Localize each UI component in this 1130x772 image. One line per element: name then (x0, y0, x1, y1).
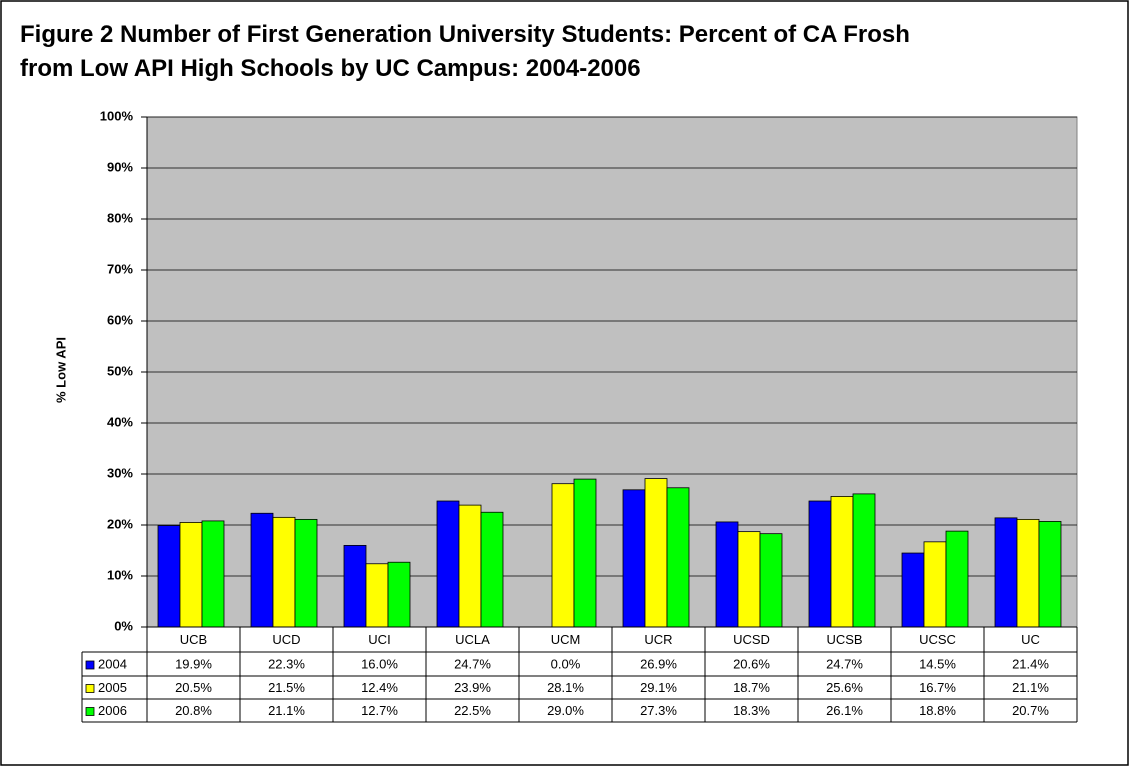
y-tick-label: 30% (107, 465, 133, 480)
data-label: 18.8% (919, 703, 956, 718)
bar (994, 517, 1018, 628)
bar (294, 518, 318, 628)
bar (945, 530, 969, 628)
bar (480, 511, 504, 628)
bar (551, 483, 575, 628)
data-label: 21.1% (268, 703, 305, 718)
data-label: 16.7% (919, 680, 956, 695)
data-label: 24.7% (454, 656, 491, 671)
bar (923, 541, 947, 628)
x-tick-label: UCSB (826, 632, 862, 647)
bar (808, 500, 832, 628)
bar (179, 522, 203, 628)
bar (852, 493, 876, 628)
x-tick-label: UCSC (919, 632, 956, 647)
bar (157, 525, 181, 628)
legend-label: 2005 (98, 680, 127, 695)
data-label: 19.9% (175, 656, 212, 671)
data-label: 21.5% (268, 680, 305, 695)
data-label: 23.9% (454, 680, 491, 695)
bar (387, 561, 411, 628)
x-tick-label: UCB (180, 632, 207, 647)
legend-key (85, 684, 95, 693)
data-label: 20.7% (1012, 703, 1049, 718)
bar (458, 504, 482, 628)
data-label: 22.3% (268, 656, 305, 671)
y-tick-label: 80% (107, 210, 133, 225)
data-label: 12.4% (361, 680, 398, 695)
x-tick-label: UCM (551, 632, 581, 647)
y-tick-label: 20% (107, 516, 133, 531)
y-tick-label: 60% (107, 312, 133, 327)
data-label: 18.7% (733, 680, 770, 695)
data-label: 29.0% (547, 703, 584, 718)
data-label: 27.3% (640, 703, 677, 718)
bar (1016, 518, 1040, 628)
y-axis-label: % Low API (53, 337, 68, 403)
bar (250, 512, 274, 628)
data-label: 20.6% (733, 656, 770, 671)
data-label: 26.1% (826, 703, 863, 718)
bar (343, 545, 367, 628)
data-label: 0.0% (551, 656, 581, 671)
y-tick-label: 70% (107, 261, 133, 276)
data-label: 22.5% (454, 703, 491, 718)
legend-key (85, 707, 95, 716)
bar (715, 521, 739, 628)
bar (436, 500, 460, 628)
data-label: 28.1% (547, 680, 584, 695)
y-tick-label: 0% (114, 618, 133, 633)
data-label: 24.7% (826, 656, 863, 671)
y-tick-label: 50% (107, 363, 133, 378)
x-tick-label: UCI (368, 632, 390, 647)
x-tick-label: UCSD (733, 632, 770, 647)
y-tick-label: 90% (107, 159, 133, 174)
x-tick-label: UC (1021, 632, 1040, 647)
bar (201, 520, 225, 628)
y-tick-label: 40% (107, 414, 133, 429)
data-label: 12.7% (361, 703, 398, 718)
bar (830, 496, 854, 628)
bar (644, 478, 668, 628)
data-label: 20.8% (175, 703, 212, 718)
data-label: 26.9% (640, 656, 677, 671)
data-label: 29.1% (640, 680, 677, 695)
bar (272, 516, 296, 628)
data-label: 20.5% (175, 680, 212, 695)
legend-label: 2004 (98, 656, 127, 671)
y-tick-label: 10% (107, 567, 133, 582)
x-tick-label: UCD (272, 632, 300, 647)
data-label: 21.4% (1012, 656, 1049, 671)
bar (365, 563, 389, 628)
bar (901, 552, 925, 628)
x-tick-label: UCLA (455, 632, 490, 647)
x-tick-label: UCR (644, 632, 672, 647)
bar (737, 531, 761, 628)
bar (622, 489, 646, 628)
data-label: 18.3% (733, 703, 770, 718)
chart-title: Figure 2 Number of First Generation Univ… (20, 21, 910, 82)
data-label: 16.0% (361, 656, 398, 671)
y-tick-label: 100% (100, 108, 134, 123)
legend-label: 2006 (98, 703, 127, 718)
legend-key (85, 660, 95, 670)
bar (666, 487, 690, 628)
bar (1038, 521, 1062, 628)
bar (759, 533, 783, 628)
bar (573, 478, 597, 628)
data-label: 14.5% (919, 656, 956, 671)
data-label: 21.1% (1012, 680, 1049, 695)
data-label: 25.6% (826, 680, 863, 695)
